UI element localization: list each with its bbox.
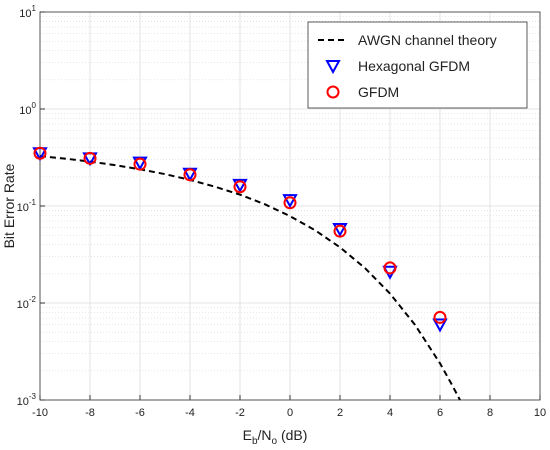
y-tick-label: 10-3	[17, 392, 37, 408]
marker	[233, 180, 247, 194]
theory-line	[39, 155, 461, 401]
legend-label: GFDM	[358, 84, 399, 100]
y-tick-label: 101	[19, 4, 36, 20]
marker	[33, 146, 47, 160]
marker	[383, 261, 397, 275]
y-tick-exponent: 0	[32, 101, 37, 110]
x-tick-label: 6	[437, 407, 443, 419]
y-tick-label: 10-2	[17, 295, 37, 311]
x-tick-label: 2	[337, 407, 343, 419]
y-tick-base: 10	[17, 299, 29, 311]
x-tick-label: -2	[235, 407, 245, 419]
y-tick-exponent: -2	[29, 295, 37, 304]
x-tick-label: -4	[185, 407, 195, 419]
marker	[333, 224, 347, 238]
legend-label: Hexagonal GFDM	[358, 58, 470, 74]
marker	[183, 168, 197, 182]
y-tick-base: 10	[19, 105, 31, 117]
y-axis-label: Bit Error Rate	[1, 163, 17, 248]
legend-label: AWGN channel theory	[358, 32, 497, 48]
marker	[325, 60, 341, 75]
marker	[326, 85, 340, 99]
x-tick-label: -6	[135, 407, 145, 419]
marker	[133, 157, 147, 171]
marker	[282, 194, 298, 209]
y-tick-exponent: -1	[29, 198, 37, 207]
marker	[433, 310, 447, 324]
marker	[283, 196, 297, 210]
y-tick-base: 10	[19, 8, 31, 20]
x-tick-label: -10	[32, 407, 48, 419]
x-tick-label: 0	[287, 407, 293, 419]
marker	[232, 178, 248, 193]
legend: AWGN channel theory Hexagonal GFDM GFDM	[307, 21, 528, 109]
x-tick-label: -8	[85, 407, 95, 419]
legend-box	[307, 21, 528, 109]
marker	[332, 222, 348, 238]
marker	[132, 156, 148, 171]
marker	[432, 318, 448, 333]
x-tick-label: 8	[487, 407, 493, 419]
y-tick-label: 10-1	[17, 198, 37, 214]
x-tick-label: 10	[534, 407, 546, 419]
marker	[83, 151, 97, 165]
y-tick-exponent: 1	[32, 4, 37, 13]
y-tick-base: 10	[17, 396, 29, 408]
y-tick-label: 100	[19, 101, 36, 117]
y-tick-base: 10	[17, 202, 29, 214]
x-tick-label: 4	[387, 407, 393, 419]
y-tick-exponent: -3	[29, 392, 37, 401]
plot-frame	[39, 11, 541, 401]
x-axis-label: Eb/No (dB)	[243, 427, 308, 447]
